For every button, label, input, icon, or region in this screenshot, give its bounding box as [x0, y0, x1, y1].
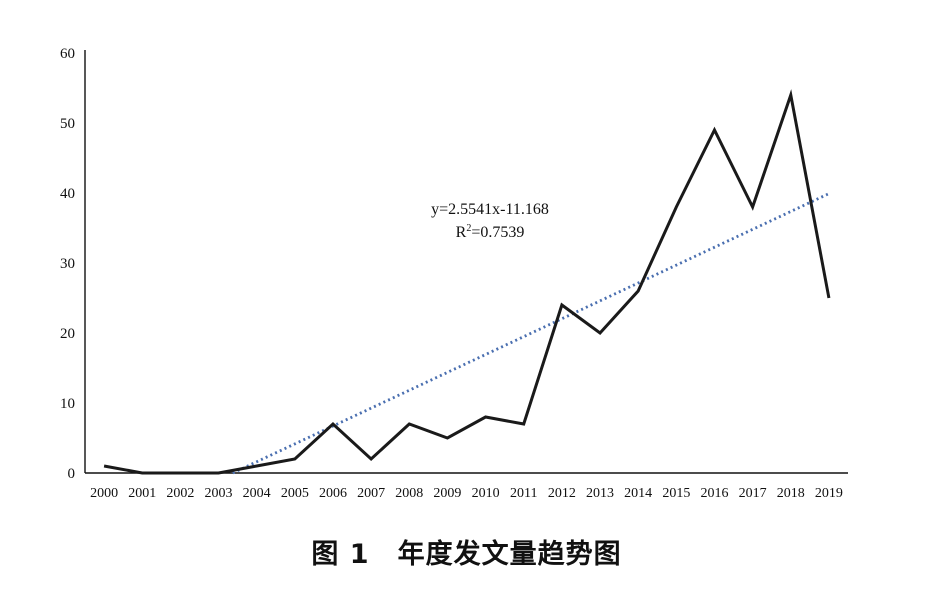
x-tick-label: 2002 [166, 486, 194, 501]
data-series [103, 89, 831, 475]
chart-ticks: 0 10 20 30 40 50 60 2000 2001 2002 2003 2004 2005 200… [60, 46, 843, 501]
y-tick-label: 30 [60, 256, 75, 272]
x-tick-label: 2003 [205, 486, 233, 501]
series-line [103, 89, 831, 475]
r2-value: =0.7539 [471, 224, 524, 241]
trend-equation: y=2.5541x-11.168 R2=0.7539 [431, 201, 549, 241]
x-tick-label: 2007 [357, 486, 385, 501]
x-tick-label: 2015 [662, 486, 690, 501]
x-tick-label: 2017 [739, 486, 767, 501]
chart-axes [84, 50, 848, 474]
trendline-path [232, 192, 830, 475]
x-tick-label: 2001 [128, 486, 156, 501]
x-tick-label: 2018 [777, 486, 805, 501]
y-tick-label: 0 [68, 466, 76, 482]
x-tick-label: 2004 [243, 486, 271, 501]
y-tick-label: 40 [60, 186, 75, 202]
trend-equation-label: y=2.5541x-11.168 [431, 201, 549, 218]
trend-r2-label: R2=0.7539 [456, 223, 525, 241]
x-tick-label: 2016 [700, 486, 728, 501]
y-tick-label: 60 [60, 46, 75, 62]
y-tick-label: 10 [60, 396, 75, 412]
x-tick-label: 2006 [319, 486, 347, 501]
x-tick-label: 2019 [815, 486, 843, 501]
x-tick-label: 2000 [90, 486, 118, 501]
x-tick-label: 2011 [510, 486, 537, 501]
trendline [232, 192, 830, 475]
figure-caption: 图 1 年度发文量趋势图 [311, 539, 622, 570]
x-tick-label: 2010 [472, 486, 500, 501]
x-tick-label: 2009 [433, 486, 461, 501]
x-tick-label: 2013 [586, 486, 614, 501]
r2-superscript: 2 [466, 223, 471, 234]
x-tick-label: 2012 [548, 486, 576, 501]
y-tick-label: 20 [60, 326, 75, 342]
x-tick-label: 2008 [395, 486, 423, 501]
y-tick-label: 50 [60, 116, 75, 132]
x-tick-label: 2014 [624, 486, 652, 501]
trend-chart: 0 10 20 30 40 50 60 2000 2001 2002 2003 2004 2005 200… [60, 46, 848, 501]
x-tick-label: 2005 [281, 486, 309, 501]
r2-base: R [456, 224, 467, 241]
